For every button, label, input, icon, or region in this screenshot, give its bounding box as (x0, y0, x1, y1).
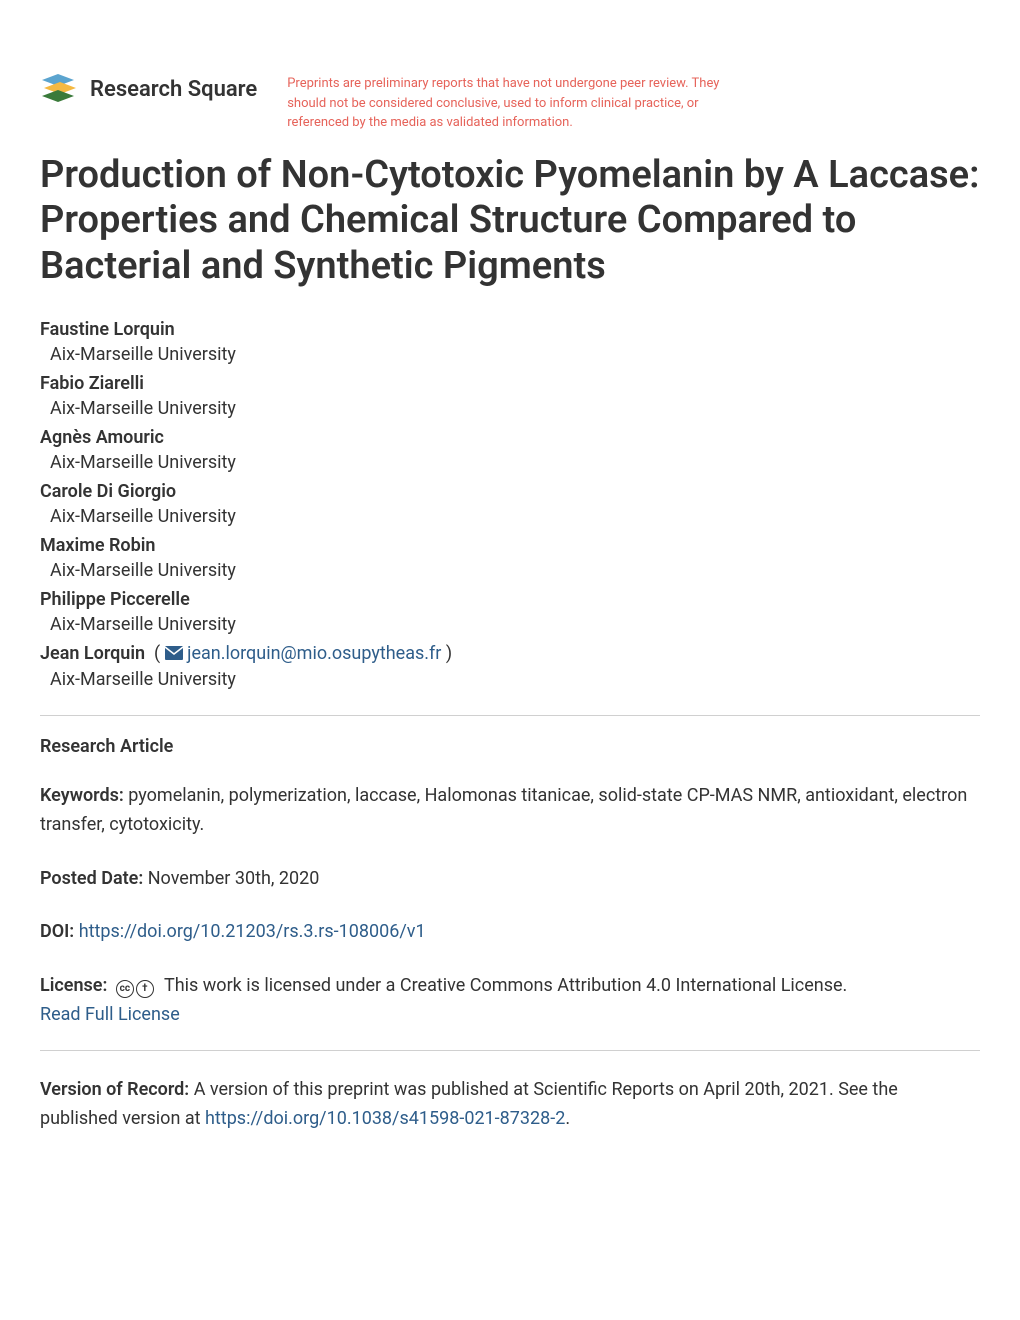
corresponding-indicator: ( jean.lorquin@mio.osupytheas.fr ) (150, 643, 453, 664)
keywords-label: Keywords: (40, 785, 124, 806)
license-label: License: (40, 975, 107, 996)
cc-license-icons: cc† (116, 972, 156, 1001)
keywords-text: pyomelanin, polymerization, laccase, Hal… (40, 785, 967, 835)
doi-label: DOI: (40, 921, 74, 942)
authors-list: Faustine Lorquin Aix-Marseille Universit… (40, 319, 980, 690)
license-row: License: cc† This work is licensed under… (40, 972, 980, 1030)
author-name: Agnès Amouric (40, 427, 980, 448)
author-email-link[interactable]: jean.lorquin@mio.osupytheas.fr (187, 643, 441, 664)
author-entry: Agnès Amouric Aix-Marseille University (40, 427, 980, 473)
author-affiliation: Aix-Marseille University (40, 669, 980, 690)
corresponding-author-name: Jean Lorquin (40, 643, 145, 664)
preprint-disclaimer: Preprints are preliminary reports that h… (287, 70, 757, 133)
author-entry: Maxime Robin Aix-Marseille University (40, 535, 980, 581)
by-icon: † (136, 980, 154, 998)
divider (40, 1050, 980, 1051)
author-affiliation: Aix-Marseille University (40, 344, 980, 365)
posted-label: Posted Date: (40, 868, 143, 889)
research-square-logo-icon (40, 70, 78, 108)
author-name: Jean Lorquin ( jean.lorquin@mio.osupythe… (40, 643, 980, 665)
author-entry-corresponding: Jean Lorquin ( jean.lorquin@mio.osupythe… (40, 643, 980, 690)
author-affiliation: Aix-Marseille University (40, 452, 980, 473)
doi-link[interactable]: https://doi.org/10.21203/rs.3.rs-108006/… (79, 921, 426, 942)
keywords-row: Keywords: pyomelanin, polymerization, la… (40, 782, 980, 840)
version-of-record: Version of Record: A version of this pre… (40, 1076, 980, 1134)
author-affiliation: Aix-Marseille University (40, 398, 980, 419)
author-name: Fabio Ziarelli (40, 373, 980, 394)
author-affiliation: Aix-Marseille University (40, 614, 980, 635)
read-license-link[interactable]: Read Full License (40, 1001, 980, 1030)
author-affiliation: Aix-Marseille University (40, 560, 980, 581)
article-title: Production of Non-Cytotoxic Pyomelanin b… (40, 153, 980, 290)
author-name: Philippe Piccerelle (40, 589, 980, 610)
header-section: Research Square Preprints are preliminar… (40, 70, 980, 133)
license-text: This work is licensed under a Creative C… (164, 975, 847, 996)
author-entry: Fabio Ziarelli Aix-Marseille University (40, 373, 980, 419)
doi-row: DOI: https://doi.org/10.21203/rs.3.rs-10… (40, 918, 980, 947)
version-label: Version of Record: (40, 1079, 189, 1100)
logo-section: Research Square (40, 70, 257, 108)
logo-text: Research Square (90, 77, 257, 102)
article-type: Research Article (40, 736, 980, 757)
author-name: Maxime Robin (40, 535, 980, 556)
posted-date: November 30th, 2020 (148, 868, 320, 889)
posted-date-row: Posted Date: November 30th, 2020 (40, 865, 980, 894)
divider (40, 715, 980, 716)
author-entry: Carole Di Giorgio Aix-Marseille Universi… (40, 481, 980, 527)
author-entry: Philippe Piccerelle Aix-Marseille Univer… (40, 589, 980, 635)
author-entry: Faustine Lorquin Aix-Marseille Universit… (40, 319, 980, 365)
period: . (565, 1108, 570, 1129)
envelope-icon (165, 644, 183, 665)
version-link[interactable]: https://doi.org/10.1038/s41598-021-87328… (205, 1108, 565, 1129)
author-name: Faustine Lorquin (40, 319, 980, 340)
author-affiliation: Aix-Marseille University (40, 506, 980, 527)
author-name: Carole Di Giorgio (40, 481, 980, 502)
cc-icon: cc (116, 980, 134, 998)
